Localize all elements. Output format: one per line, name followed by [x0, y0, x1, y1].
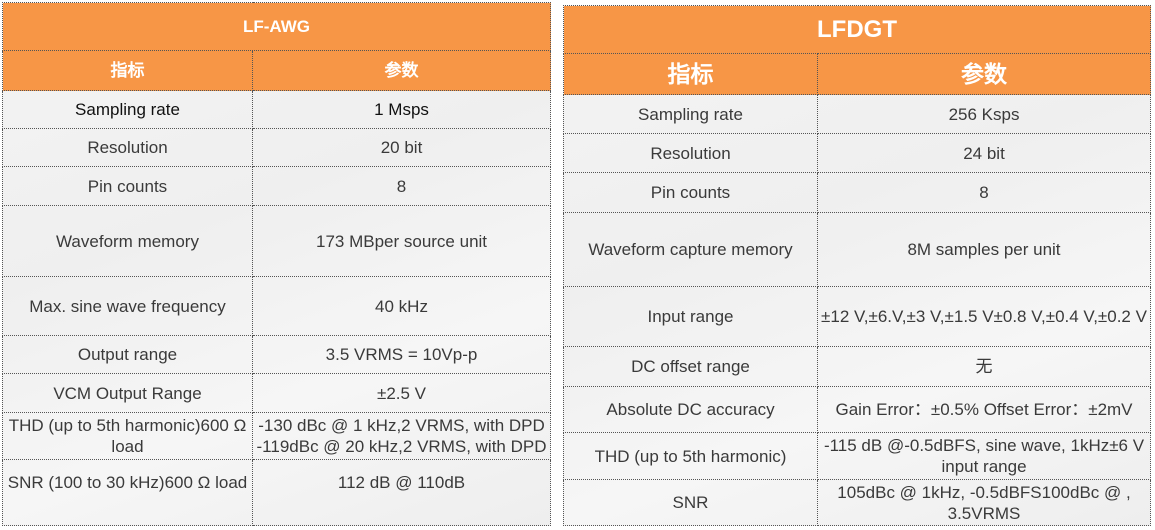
spec-name: Resolution: [563, 133, 818, 173]
column-header: 参数: [816, 53, 1152, 95]
spec-name: Absolute DC accuracy: [563, 386, 818, 433]
spec-name: Sampling rate: [563, 94, 818, 134]
spec-value: 112 dB @ 110dB: [251, 459, 552, 526]
spec-value: -130 dBc @ 1 kHz,2 VRMS, with DPD -119dB…: [251, 412, 552, 460]
spec-name: Waveform capture memory: [563, 212, 818, 287]
spec-value: 173 MBper source unit: [251, 205, 552, 277]
spec-name: SNR (100 to 30 kHz)600 Ω load: [2, 459, 253, 526]
spec-name: Pin counts: [2, 166, 253, 206]
spec-value: 20 bit: [251, 128, 552, 167]
column-header: 参数: [251, 50, 552, 91]
spec-name: THD (up to 5th harmonic)600 Ω load: [2, 412, 253, 460]
spec-name: Pin counts: [563, 172, 818, 213]
spec-value: 1 Msps: [251, 90, 552, 129]
spec-value: Gain Error：±0.5% Offset Error：±2mV: [816, 386, 1152, 433]
spec-value: ±12 V,±6.V,±3 V,±1.5 V±0.8 V,±0.4 V,±0.2…: [816, 286, 1152, 347]
table-title: LFDGT: [562, 5, 1152, 54]
column-header: 指标: [2, 50, 253, 91]
spec-value: 8M samples per unit: [816, 212, 1152, 287]
spec-value: 256 Ksps: [816, 94, 1152, 134]
spec-value: 无: [816, 346, 1152, 387]
spec-name: Resolution: [2, 128, 253, 167]
column-header: 指标: [563, 53, 818, 95]
spec-value: -115 dB @-0.5dBFS, sine wave, 1kHz±6 V i…: [816, 432, 1152, 480]
spec-value: ±2.5 V: [251, 373, 552, 413]
spec-value: 3.5 VRMS = 10Vp-p: [251, 335, 552, 374]
spec-name: SNR: [563, 479, 818, 526]
spec-name: DC offset range: [563, 346, 818, 387]
spec-value: 8: [816, 172, 1152, 213]
lf-awg-spec-table: LF-AWG 指标 参数 Sampling rate 1 Msps Resoluti…: [1, 2, 552, 526]
table-title: LF-AWG: [1, 2, 552, 51]
spec-name: THD (up to 5th harmonic): [563, 432, 818, 480]
spec-value: 105dBc @ 1kHz, -0.5dBFS100dBc @ , 3.5VRM…: [816, 479, 1152, 526]
spec-value: 8: [251, 166, 552, 206]
spec-name: VCM Output Range: [2, 373, 253, 413]
spec-name: Output range: [2, 335, 253, 374]
spec-value: 24 bit: [816, 133, 1152, 173]
spec-name: Sampling rate: [2, 90, 253, 129]
spec-name: Max. sine wave frequency: [2, 276, 253, 336]
spec-name: Waveform memory: [2, 205, 253, 277]
lfdgt-spec-table: LFDGT 指标 参数 Sampling rate 256 Ksps Resolut…: [562, 5, 1152, 526]
spec-value: 40 kHz: [251, 276, 552, 336]
spec-name: Input range: [563, 286, 818, 347]
